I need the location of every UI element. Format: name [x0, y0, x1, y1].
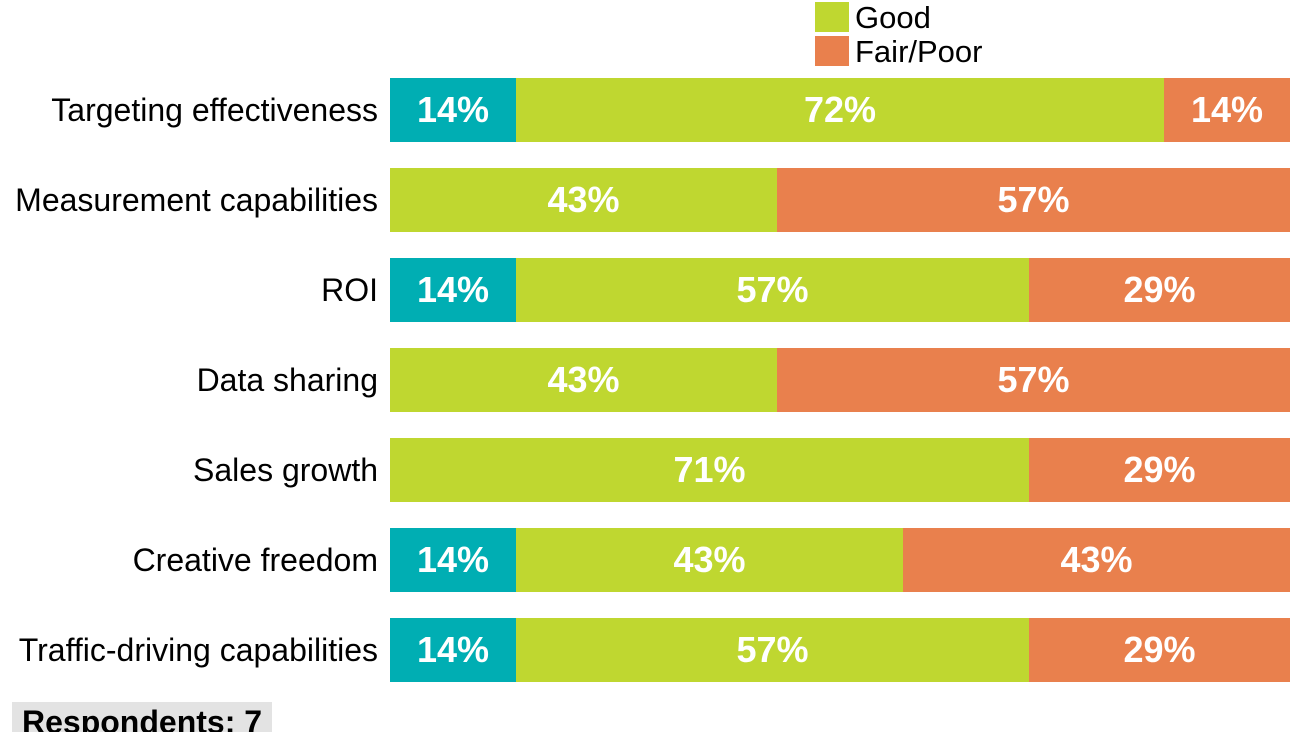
bar-segment-value: 14% — [417, 269, 489, 311]
stacked-bar: 43% 57% — [390, 168, 1290, 232]
legend-item-good: Good — [815, 0, 982, 34]
row-label: Traffic-driving capabilities — [0, 632, 390, 669]
bar-segment-excellent: 14% — [390, 618, 516, 682]
bar-segment-fair_poor: 29% — [1029, 258, 1290, 322]
stacked-bar: 14% 57% 29% — [390, 618, 1290, 682]
bar-segment-value: 71% — [673, 449, 745, 491]
legend-label-good: Good — [855, 2, 931, 33]
respondents-text: Respondents: 7 — [22, 704, 262, 732]
table-row: Targeting effectiveness 14% 72% 14% — [0, 70, 1300, 150]
bar-segment-value: 14% — [417, 539, 489, 581]
table-row: Data sharing 43% 57% — [0, 340, 1300, 420]
bar-segment-value: 14% — [417, 629, 489, 671]
bar-segment-good: 72% — [516, 78, 1164, 142]
bar-segment-good: 71% — [390, 438, 1029, 502]
row-label: ROI — [0, 272, 390, 309]
table-row: Measurement capabilities 43% 57% — [0, 160, 1300, 240]
bar-segment-value: 57% — [736, 629, 808, 671]
bar-segment-value: 14% — [1191, 89, 1263, 131]
stacked-bar: 14% 57% 29% — [390, 258, 1290, 322]
chart-rows: Targeting effectiveness 14% 72% 14% Measurem… — [0, 70, 1300, 700]
bar-segment-good: 57% — [516, 618, 1029, 682]
table-row: Traffic-driving capabilities 14% 57% 29% — [0, 610, 1300, 690]
bar-segment-excellent: 14% — [390, 528, 516, 592]
bar-segment-fair_poor: 14% — [1164, 78, 1290, 142]
bar-segment-value: 14% — [417, 89, 489, 131]
bar-segment-value: 29% — [1123, 629, 1195, 671]
row-label: Data sharing — [0, 362, 390, 399]
bar-segment-value: 29% — [1123, 449, 1195, 491]
row-label: Creative freedom — [0, 542, 390, 579]
bar-segment-good: 43% — [516, 528, 903, 592]
legend-item-fair_poor: Fair/Poor — [815, 34, 982, 68]
stacked-bar: 71% 29% — [390, 438, 1290, 502]
stacked-bar: 14% 72% 14% — [390, 78, 1290, 142]
bar-segment-value: 57% — [997, 179, 1069, 221]
row-label: Measurement capabilities — [0, 182, 390, 219]
legend-label-fair_poor: Fair/Poor — [855, 36, 982, 67]
legend-swatch-fair_poor — [815, 36, 849, 66]
table-row: Sales growth 71% 29% — [0, 430, 1300, 510]
bar-segment-fair_poor: 57% — [777, 168, 1290, 232]
bar-segment-value: 43% — [547, 359, 619, 401]
row-label: Targeting effectiveness — [0, 92, 390, 129]
stacked-bar: 14% 43% 43% — [390, 528, 1290, 592]
bar-segment-value: 43% — [547, 179, 619, 221]
table-row: Creative freedom 14% 43% 43% — [0, 520, 1300, 600]
bar-segment-good: 43% — [390, 348, 777, 412]
bar-segment-good: 43% — [390, 168, 777, 232]
bar-segment-value: 72% — [804, 89, 876, 131]
bar-segment-good: 57% — [516, 258, 1029, 322]
bar-segment-fair_poor: 57% — [777, 348, 1290, 412]
bar-segment-fair_poor: 29% — [1029, 438, 1290, 502]
bar-segment-excellent: 14% — [390, 258, 516, 322]
legend: GoodFair/Poor — [815, 0, 982, 68]
bar-segment-value: 29% — [1123, 269, 1195, 311]
bar-segment-value: 57% — [997, 359, 1069, 401]
bar-segment-fair_poor: 29% — [1029, 618, 1290, 682]
respondents-footer: Respondents: 7 — [12, 702, 272, 732]
stacked-bar: 43% 57% — [390, 348, 1290, 412]
stacked-bar-chart: GoodFair/Poor Targeting effectiveness14%… — [0, 0, 1300, 732]
legend-swatch-good — [815, 2, 849, 32]
bar-segment-fair_poor: 43% — [903, 528, 1290, 592]
table-row: ROI 14% 57% 29% — [0, 250, 1300, 330]
bar-segment-value: 43% — [1060, 539, 1132, 581]
bar-segment-excellent: 14% — [390, 78, 516, 142]
bar-segment-value: 43% — [673, 539, 745, 581]
row-label: Sales growth — [0, 452, 390, 489]
bar-segment-value: 57% — [736, 269, 808, 311]
